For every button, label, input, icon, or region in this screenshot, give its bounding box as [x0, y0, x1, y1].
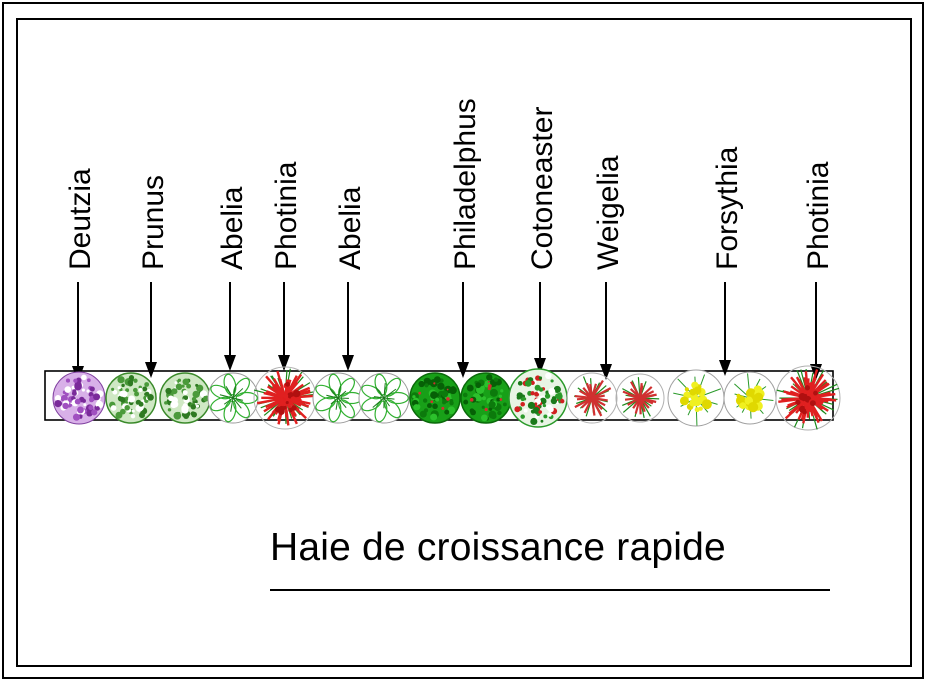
page-title: Haie de croissance rapide [270, 526, 726, 569]
plant-labels: Deutzia Prunus Abelia Photinia Abelia Philade… [64, 98, 835, 270]
shrub-photinia [253, 366, 317, 430]
leader-arrows [72, 282, 822, 382]
shrub-philadelphus [460, 372, 512, 424]
title-underline [270, 589, 830, 591]
plant-label-abelia: Abelia [216, 186, 249, 270]
leader-arrow [278, 282, 290, 371]
shrub-symbols [52, 365, 841, 431]
leader-arrow [534, 282, 546, 374]
shrub-forsythia [723, 371, 777, 425]
plant-label-photinia: Photinia [270, 161, 303, 270]
plant-label-photinia: Photinia [802, 161, 835, 270]
plant-label-cotoneaster: Cotoneaster [526, 107, 559, 270]
leader-arrow [457, 282, 469, 378]
leader-arrow [810, 282, 822, 380]
plant-label-prunus: Prunus [137, 175, 170, 270]
leader-arrow [224, 282, 236, 371]
leader-arrow [145, 282, 157, 378]
leader-arrow [600, 282, 612, 380]
leader-arrow [342, 282, 354, 371]
shrub-weigelia [615, 373, 665, 423]
shrub-philadelphus [409, 372, 461, 424]
shrub-prunus [105, 372, 157, 424]
shrub-weigelia [566, 372, 618, 424]
leader-arrow [719, 282, 731, 376]
outer-border [2, 2, 924, 679]
shrub-abelia [358, 372, 410, 424]
plant-label-philadelphus: Philadelphus [449, 98, 482, 270]
shrub-photinia [775, 365, 841, 431]
shrub-forsythia [667, 369, 725, 427]
shrub-prunus [159, 372, 211, 424]
plant-label-abelia: Abelia [334, 186, 367, 270]
plant-label-forsythia: Forsythia [711, 146, 744, 270]
plant-label-deutzia: Deutzia [64, 168, 97, 270]
drawing-frame [16, 18, 912, 667]
leader-arrow [72, 282, 84, 382]
shrub-abelia [312, 372, 364, 424]
shrub-abelia [207, 372, 259, 424]
shrub-cotoneaster [508, 368, 568, 428]
shrub-deutzia [52, 371, 106, 425]
plant-label-weigelia: Weigelia [592, 155, 625, 270]
